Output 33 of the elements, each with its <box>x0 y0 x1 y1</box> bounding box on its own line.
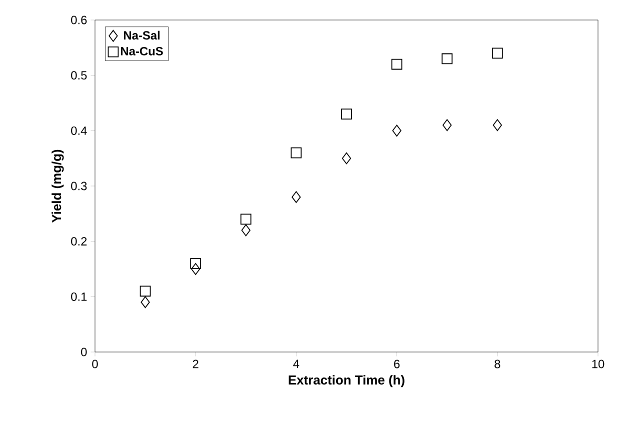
x-tick-label: 6 <box>394 360 400 368</box>
point <box>342 152 352 164</box>
y-tick-label: 0 <box>81 348 87 356</box>
point <box>140 286 151 297</box>
x-tick-label: 2 <box>192 360 198 368</box>
y-tick-label: 0.3 <box>71 182 87 190</box>
point <box>492 119 502 132</box>
point <box>240 214 252 225</box>
x-tick-label: 8 <box>494 360 500 368</box>
y-tick-label: 0.2 <box>71 237 87 246</box>
point <box>391 58 402 70</box>
legend-label: Na-CuS <box>121 46 163 56</box>
x-tick-label: 10 <box>592 360 604 368</box>
y-tick-label: 0.4 <box>71 126 87 135</box>
point <box>492 48 503 59</box>
x-axis-title: Extraction Time (h) <box>288 375 404 388</box>
point <box>442 119 452 132</box>
point <box>190 258 202 269</box>
point <box>290 147 302 158</box>
y-tick-label: 0.1 <box>71 292 87 301</box>
point <box>341 108 352 120</box>
y-axis-title: Yield (mg/g) <box>52 150 64 223</box>
point <box>392 124 402 137</box>
x-tick-label: 4 <box>293 360 300 368</box>
legend-label: Na-Sal <box>124 30 160 40</box>
point <box>191 263 200 275</box>
point <box>442 53 453 64</box>
x-tick-label: 0 <box>92 360 98 368</box>
point <box>241 224 250 236</box>
point <box>140 296 150 308</box>
y-tick-label: 0.6 <box>71 16 87 24</box>
point <box>292 191 301 203</box>
y-tick-label: 0.5 <box>71 71 87 80</box>
